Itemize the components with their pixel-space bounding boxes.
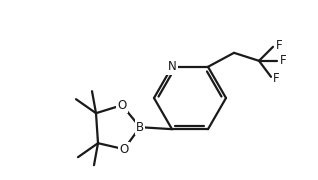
- Text: O: O: [117, 99, 127, 112]
- Text: N: N: [168, 60, 176, 73]
- Text: F: F: [280, 54, 287, 67]
- Text: B: B: [136, 121, 144, 134]
- Text: O: O: [119, 143, 128, 156]
- Text: F: F: [273, 72, 280, 85]
- Text: F: F: [276, 39, 283, 52]
